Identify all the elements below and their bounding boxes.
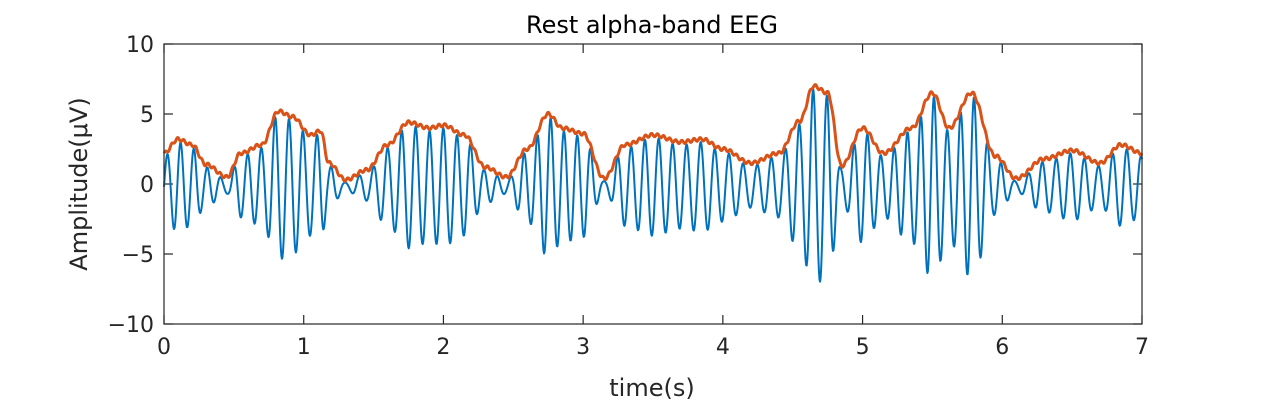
series-line-eeg: [163, 88, 1143, 283]
y-tick-label: −5: [122, 243, 154, 268]
x-tick-label: 2: [436, 335, 450, 360]
series-line-envelope: [162, 83, 1144, 183]
x-tick-label: 0: [157, 335, 171, 360]
x-tick-label: 1: [297, 335, 311, 360]
y-tick-label: −10: [108, 313, 154, 338]
x-axis-label: time(s): [609, 374, 694, 402]
x-tick-label: 5: [856, 335, 870, 360]
x-tick-label: 3: [576, 335, 590, 360]
y-axis-label: Amplitude(μV): [65, 97, 93, 270]
axis-ticks: 0 1 2 3 4 5 6 7 −10 −5 0 5 10: [108, 33, 1149, 360]
y-tick-label: 10: [126, 33, 154, 58]
x-tick-label: 6: [995, 335, 1009, 360]
x-tick-label: 7: [1135, 335, 1149, 360]
plot-box: [163, 43, 1143, 325]
y-tick-label: 5: [140, 103, 154, 128]
plot-area: [162, 83, 1144, 283]
x-tick-label: 4: [716, 335, 730, 360]
y-tick-label: 0: [140, 173, 154, 198]
chart-title: Rest alpha-band EEG: [526, 11, 778, 39]
